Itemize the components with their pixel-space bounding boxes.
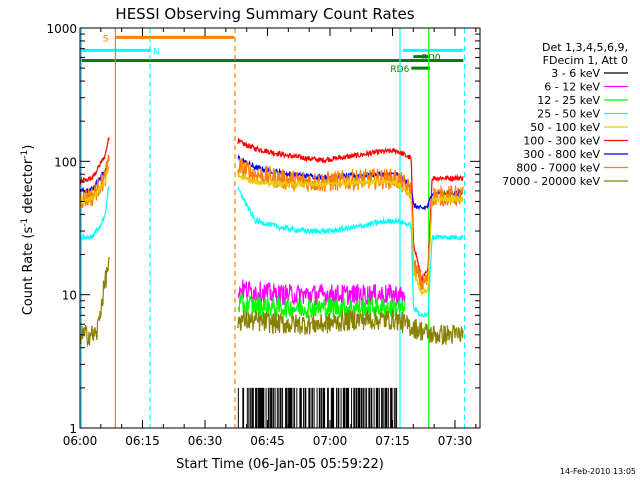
y-axis: 1 10 100 1000 (46, 22, 480, 436)
series-4 (79, 186, 464, 318)
series-2-line (237, 157, 464, 291)
footer-timestamp: 14-Feb-2010 13:05 (560, 467, 636, 476)
x-tick-label: 06:00 (63, 434, 98, 448)
y-tick-label: 100 (54, 155, 77, 169)
series-5 (237, 279, 406, 306)
series-7 (79, 256, 464, 348)
legend-entry-label: 3 - 6 keV (551, 67, 600, 80)
legend: Det 1,3,4,5,6,9,FDecim 1, Att 03 - 6 keV… (502, 41, 628, 188)
series-0 (79, 137, 464, 283)
legend-entry-label: 800 - 7000 keV (516, 162, 600, 175)
y-axis-label: Count Rate (s-1 detector-1) (20, 145, 36, 316)
x-tick-label: 06:30 (188, 434, 223, 448)
plot-frame (79, 27, 481, 429)
legend-entry-label: 7000 - 20000 keV (502, 175, 600, 188)
x-tick-label: 06:45 (250, 434, 285, 448)
y-tick-label: 1000 (46, 22, 77, 36)
legend-entry-label: 25 - 50 keV (537, 108, 600, 121)
x-tick-label: 07:00 (313, 434, 348, 448)
legend-entry-label: 50 - 100 keV (530, 121, 600, 134)
state-bar-label-5: RD0 (422, 54, 441, 64)
legend-entry-label: 300 - 800 keV (523, 148, 600, 161)
legend-entry-label: 12 - 25 keV (537, 94, 600, 107)
x-tick-label: 07:30 (438, 434, 473, 448)
y-tick-label: 10 (62, 289, 77, 303)
series-8 (237, 387, 398, 428)
state-bar-label-0: S (103, 34, 109, 44)
series-5-line (237, 279, 406, 306)
chart-title: HESSI Observing Summary Count Rates (115, 5, 414, 23)
event-marker-lines (80, 28, 466, 428)
legend-entry-label: 6 - 12 keV (544, 81, 600, 94)
state-bar-label-1: N (153, 47, 160, 57)
observing-state-bars: SNRD6RD0 (80, 34, 464, 75)
x-tick-label: 07:15 (375, 434, 410, 448)
series-6-line (237, 291, 406, 320)
series-4-line (237, 186, 464, 318)
x-tick-label: 06:15 (125, 434, 160, 448)
legend-entry-label: 100 - 300 keV (523, 135, 600, 148)
series-7-line (79, 256, 110, 348)
series-3-line (237, 173, 464, 296)
series-4-line (79, 186, 110, 241)
x-axis-label: Start Time (06-Jan-05 05:59:22) (176, 457, 384, 472)
count-rate-series (79, 137, 464, 428)
x-axis: 06:00 06:15 06:30 06:45 07:00 07:15 07:30 (63, 28, 477, 448)
series-0-line (237, 137, 464, 283)
series-0-line (79, 137, 110, 186)
y-tick-label: 1 (69, 422, 77, 436)
series-7-line (237, 309, 464, 345)
series-6 (237, 291, 406, 320)
legend-header-line: FDecim 1, Att 0 (543, 54, 628, 67)
legend-header-line: Det 1,3,4,5,6,9, (542, 41, 628, 54)
